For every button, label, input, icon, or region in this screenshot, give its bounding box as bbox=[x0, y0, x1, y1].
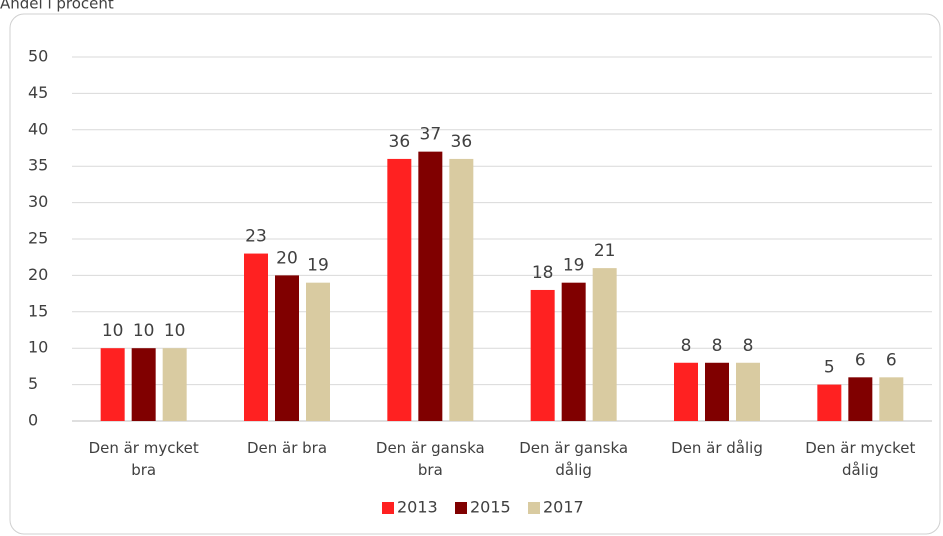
bar bbox=[561, 282, 586, 421]
legend-label: 2013 bbox=[397, 498, 438, 517]
y-tick-label: 0 bbox=[28, 411, 38, 430]
data-label: 19 bbox=[307, 256, 329, 276]
y-tick-label: 25 bbox=[28, 229, 48, 248]
data-label: 10 bbox=[164, 321, 186, 341]
y-tick-label: 50 bbox=[28, 47, 48, 66]
data-label: 36 bbox=[389, 132, 411, 152]
x-tick-label: Den är bra bbox=[246, 439, 328, 457]
bar bbox=[530, 289, 555, 421]
y-tick-label: 40 bbox=[28, 119, 48, 138]
legend-label: 2015 bbox=[470, 498, 511, 517]
y-tick-label: 45 bbox=[28, 83, 48, 102]
x-tick-label: Den är ganska bra bbox=[375, 439, 485, 479]
data-label: 8 bbox=[743, 336, 754, 356]
x-tick-label: Den är ganska dålig bbox=[519, 439, 629, 479]
x-tick-label: Den är mycket bra bbox=[88, 439, 199, 479]
legend-label: 2017 bbox=[543, 498, 584, 517]
data-label: 37 bbox=[420, 125, 442, 145]
data-label: 10 bbox=[133, 321, 155, 341]
bar bbox=[100, 348, 125, 421]
data-label: 8 bbox=[712, 336, 723, 356]
x-tick-label: Den är dålig bbox=[671, 439, 763, 457]
data-label: 6 bbox=[855, 350, 866, 370]
data-label: 23 bbox=[245, 227, 267, 247]
bar bbox=[705, 362, 729, 421]
chart-title: Andel i procent bbox=[0, 0, 114, 13]
bar bbox=[387, 158, 412, 422]
bar bbox=[162, 348, 187, 421]
bar bbox=[674, 362, 698, 421]
data-label: 19 bbox=[563, 256, 585, 276]
data-label: 6 bbox=[886, 350, 897, 370]
legend-swatch bbox=[382, 502, 394, 514]
data-label: 36 bbox=[451, 132, 473, 152]
y-tick-label: 15 bbox=[28, 301, 48, 320]
bar bbox=[244, 253, 268, 421]
x-tick-label: Den är mycket dålig bbox=[805, 439, 916, 479]
y-tick-label: 5 bbox=[28, 374, 38, 393]
bar bbox=[592, 268, 617, 421]
y-tick-label: 35 bbox=[28, 156, 48, 175]
bar bbox=[848, 377, 873, 421]
bar bbox=[449, 158, 474, 422]
bar bbox=[879, 377, 904, 421]
y-tick-label: 20 bbox=[28, 265, 48, 284]
data-label: 20 bbox=[276, 248, 298, 268]
bar bbox=[306, 282, 330, 421]
y-tick-label: 30 bbox=[28, 192, 48, 211]
data-label: 21 bbox=[594, 241, 616, 261]
bar bbox=[275, 275, 299, 421]
bar bbox=[131, 348, 156, 421]
data-label: 5 bbox=[824, 358, 835, 378]
y-tick-label: 10 bbox=[28, 338, 48, 357]
bar bbox=[736, 362, 760, 421]
bar bbox=[817, 384, 842, 421]
data-label: 18 bbox=[532, 263, 554, 283]
data-label: 10 bbox=[102, 321, 124, 341]
data-label: 8 bbox=[681, 336, 692, 356]
bar bbox=[418, 151, 443, 421]
legend-swatch bbox=[528, 502, 540, 514]
legend-swatch bbox=[455, 502, 467, 514]
